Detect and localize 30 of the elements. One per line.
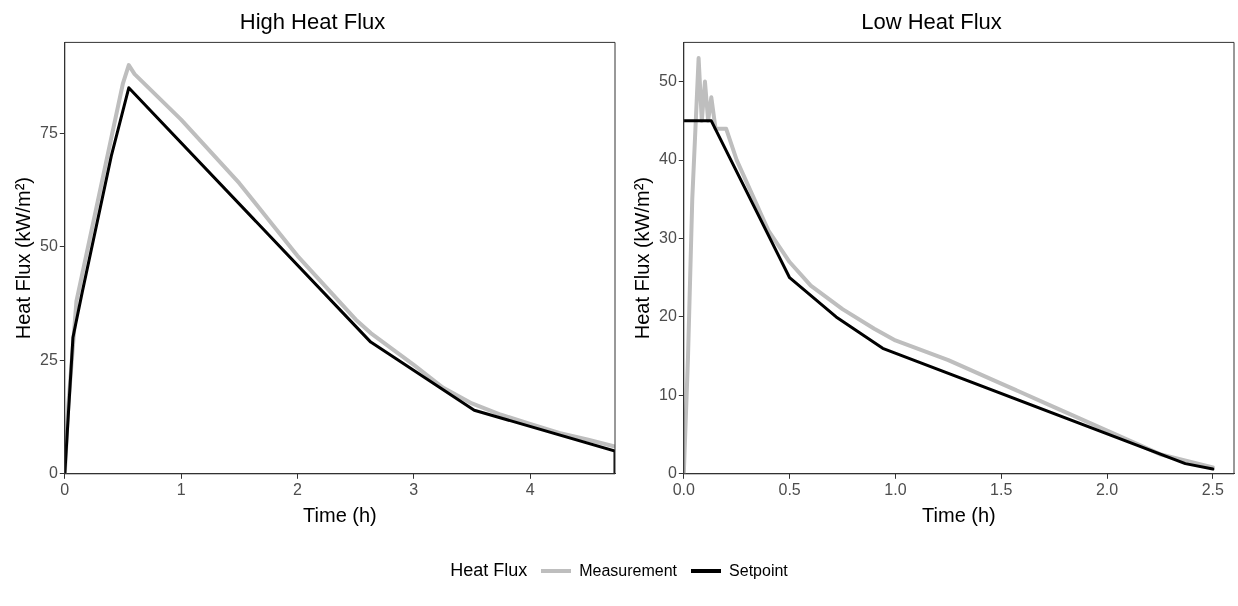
x-tick-label: 3 — [409, 480, 419, 498]
y-tick-label: 30 — [659, 228, 677, 246]
y-axis-title: Heat Flux (kW/m²) — [11, 176, 34, 340]
y-tick-label: 0 — [667, 464, 677, 482]
x-tick-label: 0.0 — [672, 480, 696, 498]
y-tick-label: 75 — [40, 123, 58, 141]
x-tick-label: 0.5 — [778, 480, 801, 498]
y-tick-label: 20 — [659, 307, 677, 325]
y-tick-label: 50 — [40, 237, 58, 255]
x-tick-label: 1 — [176, 480, 186, 498]
x-tick-label: 2.5 — [1201, 480, 1225, 498]
x-tick-label: 1.5 — [990, 480, 1013, 498]
chart-title: High Heat Flux — [239, 9, 386, 35]
y-tick-label: 50 — [659, 72, 677, 90]
y-tick-label: 10 — [659, 385, 677, 403]
y-tick-label: 25 — [40, 350, 58, 368]
x-axis-title: Time (h) — [922, 503, 996, 526]
x-tick-label: 2.0 — [1095, 480, 1119, 498]
chart-title: Low Heat Flux — [861, 9, 1002, 35]
x-tick-label: 0 — [60, 480, 70, 498]
x-tick-label: 1.0 — [884, 480, 907, 498]
x-axis-title: Time (h) — [303, 503, 377, 526]
x-tick-label: 4 — [525, 480, 535, 498]
x-tick-label: 2 — [292, 480, 302, 498]
legend-label: Setpoint — [729, 561, 788, 580]
y-tick-label: 0 — [48, 464, 58, 482]
y-tick-label: 40 — [659, 150, 677, 168]
y-axis-title: Heat Flux (kW/m²) — [630, 176, 653, 340]
legend-title: Heat Flux — [450, 560, 528, 581]
legend-label: Measurement — [579, 561, 678, 580]
